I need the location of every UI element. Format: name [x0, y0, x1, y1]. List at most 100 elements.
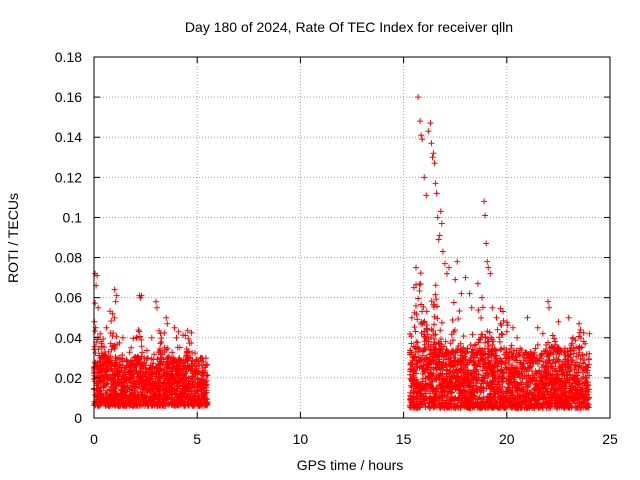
data-point: [428, 140, 435, 147]
data-point-dense: [128, 371, 135, 378]
data-point-dense: [126, 367, 133, 374]
data-point-dense: [549, 394, 556, 401]
data-point-dense: [457, 368, 464, 375]
data-point-dense: [150, 360, 157, 367]
data-point-dense: [183, 366, 190, 373]
data-point-dense: [167, 365, 174, 372]
data-point-dense: [417, 355, 424, 362]
data-point-dense: [430, 357, 437, 364]
data-point-dense: [410, 343, 417, 350]
data-point-dense: [178, 392, 185, 399]
data-point-dense: [451, 327, 458, 334]
data-point-dense: [433, 390, 440, 397]
data-point: [441, 260, 448, 267]
data-point-dense: [92, 328, 99, 335]
x-tick-label: 15: [396, 431, 412, 447]
x-tick-label: 10: [293, 431, 309, 447]
data-point-dense: [549, 344, 556, 351]
data-point-dense: [448, 331, 455, 338]
data-point-dense: [416, 287, 423, 294]
data-point-dense: [460, 384, 467, 391]
data-point-dense: [427, 373, 434, 380]
data-point-dense: [500, 378, 507, 385]
data-point-dense: [505, 366, 512, 373]
data-point-dense: [500, 308, 507, 315]
data-point-dense: [457, 402, 464, 409]
data-point: [483, 240, 490, 247]
data-point-dense: [482, 357, 489, 364]
data-point-dense: [548, 385, 555, 392]
data-point-dense: [517, 393, 524, 400]
data-point-dense: [556, 357, 563, 364]
data-point-dense: [427, 361, 434, 368]
data-point-dense: [451, 362, 458, 369]
data-point-dense: [415, 295, 422, 302]
data-point-dense: [146, 381, 153, 388]
data-point: [410, 284, 417, 291]
data-point-dense: [456, 376, 463, 383]
data-point: [452, 276, 459, 283]
data-point-dense: [524, 360, 531, 367]
data-point-dense: [582, 400, 589, 407]
data-point-dense: [557, 363, 564, 370]
data-point-dense: [140, 396, 147, 403]
data-point-dense: [158, 358, 165, 365]
data-point-dense: [428, 334, 435, 341]
data-point-dense: [437, 366, 444, 373]
data-point-dense: [143, 347, 150, 354]
data-point-dense: [508, 342, 515, 349]
data-point-dense: [534, 384, 541, 391]
data-point-dense: [185, 402, 192, 409]
data-point-dense: [411, 361, 418, 368]
data-point: [185, 354, 192, 361]
data-point-dense: [474, 400, 481, 407]
data-point-dense: [122, 399, 129, 406]
data-point-dense: [104, 387, 111, 394]
data-point-dense: [121, 368, 128, 375]
data-point-dense: [203, 372, 210, 379]
data-point-dense: [184, 362, 191, 369]
data-point-dense: [172, 358, 179, 365]
data-point-dense: [138, 336, 145, 343]
data-point: [514, 334, 521, 341]
data-point-dense: [133, 334, 140, 341]
data-point-dense: [160, 380, 167, 387]
data-point-dense: [149, 386, 156, 393]
data-point-dense: [544, 388, 551, 395]
data-point-dense: [503, 390, 510, 397]
data-point-dense: [167, 396, 174, 403]
data-point-dense: [516, 374, 523, 381]
data-point-dense: [95, 364, 102, 371]
data-point-dense: [450, 299, 457, 306]
data-point-dense: [548, 399, 555, 406]
data-point: [432, 180, 439, 187]
data-point-dense: [577, 355, 584, 362]
data-point-dense: [573, 344, 580, 351]
data-point-dense: [583, 351, 590, 358]
data-point-dense: [202, 396, 209, 403]
data-point-dense: [173, 392, 180, 399]
data-point-dense: [110, 382, 117, 389]
y-tick-labels: 0 0.02 0.04 0.06 0.08 0.1 0.12 0.14 0.16 0.18: [55, 49, 82, 426]
data-point-dense: [532, 387, 539, 394]
data-point-dense: [138, 400, 145, 407]
data-point-dense: [176, 363, 183, 370]
data-point-dense: [175, 362, 182, 369]
data-point-dense: [189, 392, 196, 399]
data-point-dense: [498, 345, 505, 352]
data-point-dense: [496, 334, 503, 341]
data-point-dense: [477, 399, 484, 406]
data-point-dense: [156, 327, 163, 334]
data-point-dense: [426, 404, 433, 411]
data-point: [524, 314, 531, 321]
data-point-dense: [551, 386, 558, 393]
data-point-dense: [584, 386, 591, 393]
data-point: [408, 314, 415, 321]
data-point: [446, 264, 453, 271]
data-point-dense: [170, 354, 177, 361]
data-point-dense: [540, 358, 547, 365]
data-point-dense: [156, 376, 163, 383]
data-point-dense: [414, 316, 421, 323]
data-point-dense: [516, 353, 523, 360]
data-point-dense: [530, 392, 537, 399]
